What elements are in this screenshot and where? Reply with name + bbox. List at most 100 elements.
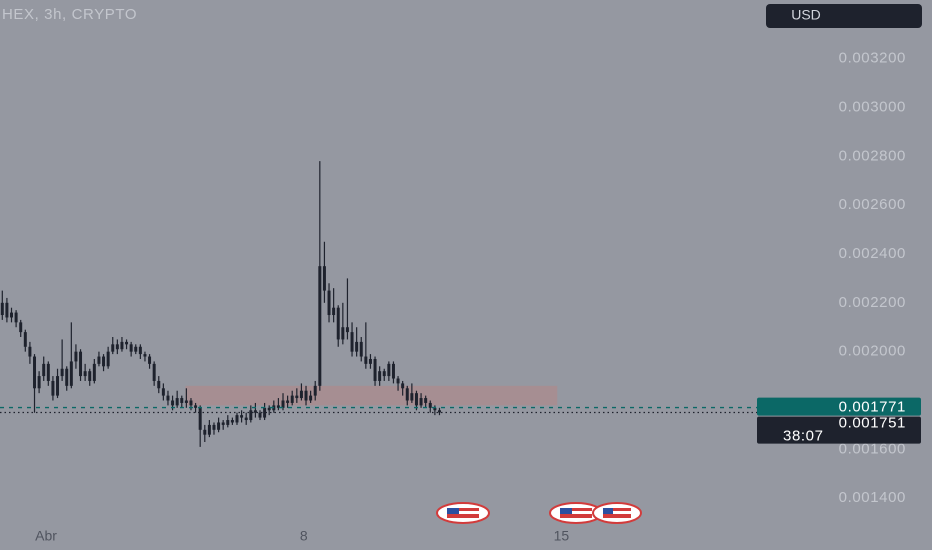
- candle: [194, 402, 198, 413]
- candle: [175, 390, 179, 408]
- candle: [23, 329, 27, 352]
- candle-body: [65, 368, 69, 386]
- event-flag[interactable]: [592, 502, 642, 524]
- y-tick-label: 0.002000: [839, 343, 906, 360]
- candle: [433, 405, 437, 416]
- candle-body: [419, 398, 423, 406]
- candle: [5, 297, 9, 323]
- event-flags: [436, 502, 642, 524]
- event-flag[interactable]: [549, 502, 603, 524]
- candle-body: [345, 327, 349, 333]
- candle: [180, 395, 184, 408]
- candle: [161, 383, 165, 401]
- candle-body: [299, 390, 303, 399]
- candle-body: [37, 376, 41, 389]
- candle: [106, 346, 110, 369]
- candle-body: [391, 363, 395, 379]
- candle-body: [143, 354, 147, 357]
- candle-body: [359, 341, 363, 357]
- y-tick-label: 0.002800: [839, 147, 906, 164]
- candle-body: [313, 385, 317, 396]
- candle: [382, 368, 386, 381]
- candle-body: [350, 332, 354, 352]
- candle: [437, 407, 441, 416]
- candle: [198, 405, 202, 447]
- currency-label[interactable]: USD: [791, 7, 821, 23]
- candle-body: [0, 302, 4, 316]
- candle: [88, 368, 92, 386]
- candle: [33, 354, 37, 413]
- candle-body: [253, 410, 257, 413]
- price-label-box: [757, 416, 921, 444]
- candle-body: [51, 380, 55, 396]
- candle: [401, 380, 405, 396]
- candle-body: [92, 363, 96, 381]
- candle-body: [355, 341, 359, 352]
- candle: [74, 344, 78, 369]
- price-label-box: [757, 397, 921, 416]
- candle: [203, 424, 207, 443]
- currency-button[interactable]: [766, 4, 922, 28]
- candle-body: [309, 395, 313, 401]
- candle: [267, 405, 271, 416]
- candle: [410, 383, 414, 403]
- candle-body: [60, 368, 64, 377]
- candle: [65, 366, 69, 391]
- candle: [391, 361, 395, 384]
- candle: [152, 361, 156, 386]
- candle-body: [410, 393, 414, 401]
- candle-body: [88, 371, 92, 381]
- y-tick-label: 0.003000: [839, 98, 906, 115]
- candle: [42, 356, 46, 381]
- candle-body: [115, 344, 119, 350]
- candle-body: [189, 400, 193, 406]
- candle: [249, 405, 253, 423]
- candle: [69, 322, 73, 389]
- candle: [258, 410, 262, 421]
- candle-body: [258, 412, 262, 418]
- candle: [322, 241, 326, 303]
- candle-body: [401, 383, 405, 389]
- candle: [424, 395, 428, 408]
- candle-body: [184, 400, 188, 403]
- candle: [276, 398, 280, 411]
- candle-body: [221, 422, 225, 425]
- candle: [184, 388, 188, 408]
- candle-body: [161, 388, 165, 396]
- candle: [143, 351, 147, 362]
- candle: [157, 376, 161, 394]
- chart-title: HEX, 3h, CRYPTO: [2, 6, 137, 23]
- candle-body: [129, 344, 133, 352]
- candle: [10, 307, 14, 323]
- candle-body: [42, 363, 46, 377]
- candle: [309, 390, 313, 403]
- candle: [115, 339, 119, 355]
- candle-body: [33, 356, 37, 389]
- price-label: 0.001751: [839, 415, 906, 432]
- candle: [428, 400, 432, 413]
- candle: [373, 356, 377, 386]
- candle-body: [240, 415, 244, 418]
- candle: [350, 322, 354, 357]
- candle: [230, 417, 234, 425]
- candle-body: [207, 424, 211, 435]
- candle-body: [235, 415, 239, 423]
- candle-body: [368, 358, 372, 364]
- candle: [378, 366, 382, 386]
- y-tick-label: 0.001600: [839, 440, 906, 457]
- candle: [359, 337, 363, 362]
- candle: [244, 412, 248, 425]
- event-flag[interactable]: [436, 502, 490, 524]
- candle: [111, 337, 115, 355]
- candle-body: [295, 395, 299, 399]
- candle: [253, 402, 257, 418]
- x-tick-label: Abr: [35, 528, 57, 544]
- candle-body: [336, 307, 340, 340]
- candle: [79, 349, 83, 381]
- y-tick-label: 0.001400: [839, 489, 906, 506]
- candle-body: [286, 400, 290, 403]
- candle-body: [134, 346, 138, 352]
- candle-body: [405, 388, 409, 401]
- candle: [60, 339, 64, 381]
- candle-body: [19, 322, 23, 333]
